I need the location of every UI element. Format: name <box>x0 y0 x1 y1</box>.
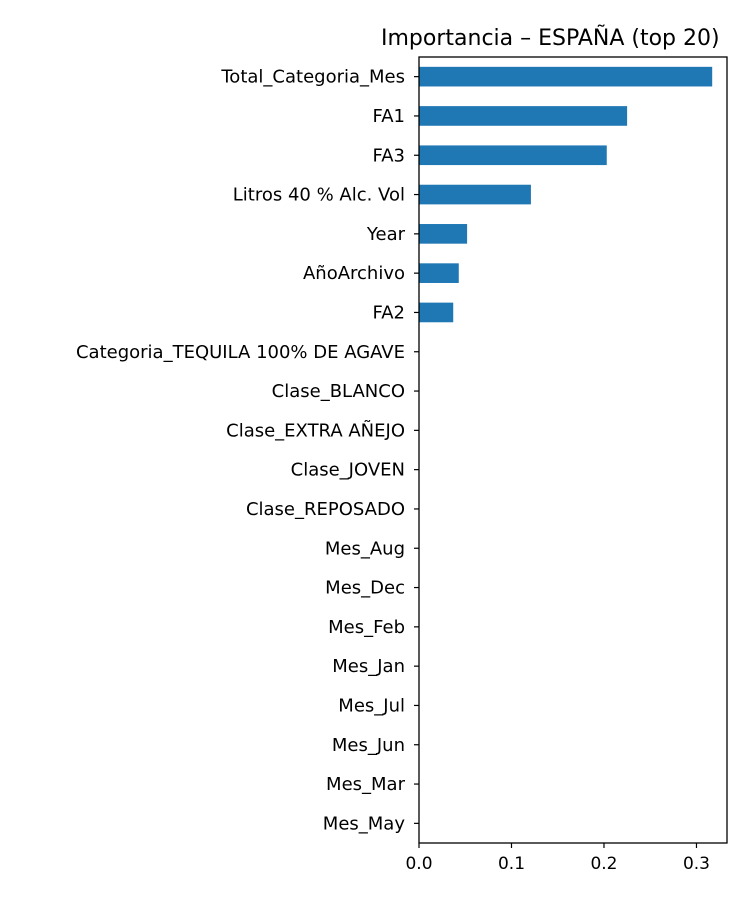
bar <box>419 145 607 166</box>
category-label: Categoria_TEQUILA 100% DE AGAVE <box>76 342 405 363</box>
category-label: AñoArchivo <box>303 263 405 284</box>
category-label: Clase_EXTRA AÑEJO <box>226 419 405 441</box>
category-label: Mes_Jun <box>332 735 405 756</box>
category-label: Litros 40 % Alc. Vol <box>233 185 405 206</box>
category-label: Mes_May <box>323 813 406 834</box>
y-labels-layer: Total_Categoria_Mes FA1 FA3 Litros 40 % Alc… <box>76 67 419 834</box>
category-label: Mes_Mar <box>326 774 406 795</box>
x-ticks-layer: 0.0 0.1 0.2 0.3 <box>405 843 710 874</box>
category-label: FA3 <box>373 145 405 166</box>
x-tick-label: 0.0 <box>405 854 432 874</box>
bar <box>419 263 459 283</box>
bar <box>419 302 454 323</box>
x-tick-label: 0.1 <box>498 854 525 874</box>
bar <box>419 106 628 126</box>
category-label: Clase_JOVEN <box>291 460 405 481</box>
bar <box>419 224 468 244</box>
category-label: Mes_Aug <box>325 538 405 559</box>
bar <box>419 184 531 205</box>
x-tick-label: 0.2 <box>590 854 617 874</box>
category-label: FA2 <box>373 302 405 323</box>
category-label: Year <box>366 224 406 245</box>
chart-title: Importancia – ESPAÑA (top 20) <box>381 24 720 51</box>
category-label: Mes_Feb <box>328 617 405 638</box>
bar <box>419 66 713 87</box>
category-label: Clase_REPOSADO <box>246 499 405 520</box>
plot-frame <box>418 56 728 844</box>
bars-layer <box>419 66 713 323</box>
category-label: Clase_BLANCO <box>272 381 405 402</box>
category-label: Total_Categoria_Mes <box>220 67 405 88</box>
category-label: Mes_Dec <box>325 578 405 599</box>
category-label: FA1 <box>373 106 405 127</box>
category-label: Mes_Jul <box>338 695 405 716</box>
x-tick-label: 0.3 <box>683 854 710 874</box>
category-label: Mes_Jan <box>332 656 405 677</box>
